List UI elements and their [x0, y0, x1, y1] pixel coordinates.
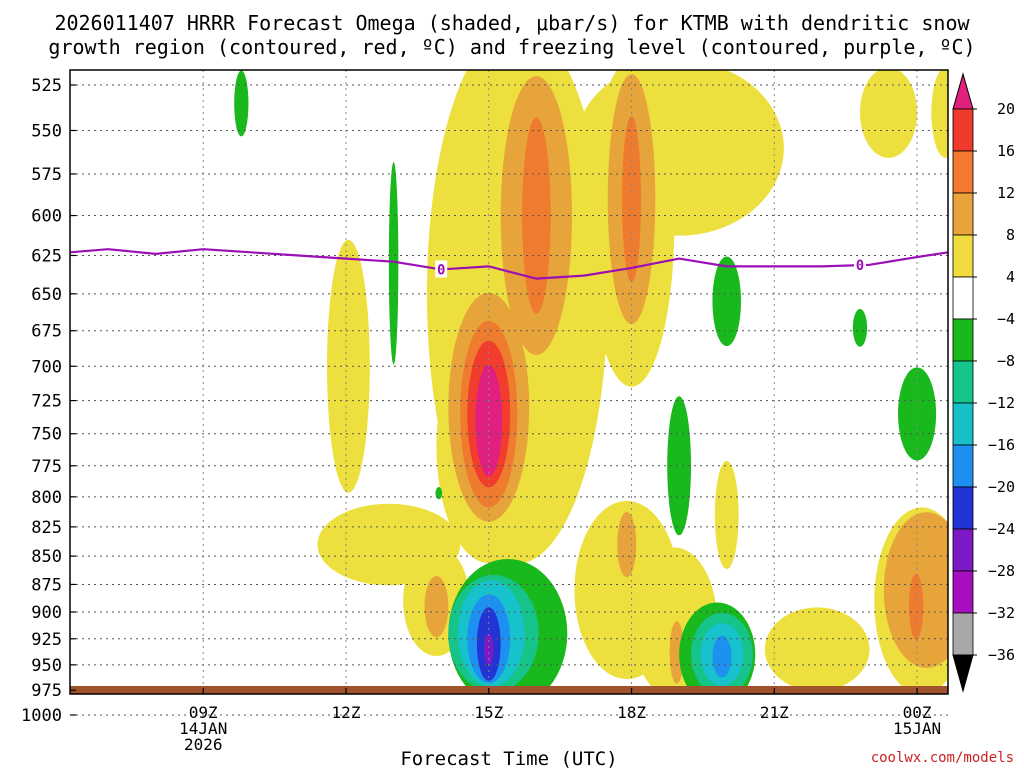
- colorbar-swatch: [952, 570, 974, 614]
- colorbar-tick-label: 8: [1006, 226, 1015, 244]
- colorbar-swatch: [952, 150, 974, 194]
- colorbar-swatch: [952, 234, 974, 278]
- y-tick-label: 625: [31, 246, 62, 266]
- y-tick-label: 700: [31, 357, 62, 377]
- omega-shading: [234, 70, 948, 694]
- x-tick-label: 14JAN: [179, 719, 227, 738]
- omega-contour-neg4-35: [435, 487, 443, 500]
- omega-contour-pos4-11: [859, 70, 918, 158]
- colorbar-swatch: [952, 360, 974, 404]
- colorbar-tick-label: −12: [988, 394, 1015, 412]
- x-axis-label: Forecast Time (UTC): [400, 748, 617, 768]
- colorbar-swatch: [952, 444, 974, 488]
- y-tick-label: 825: [31, 518, 62, 538]
- y-tick-label: 900: [31, 603, 62, 623]
- y-axis: 525 550 575 600 625 650 675 700 725 750 775 800 825 8…: [21, 76, 76, 726]
- omega-contour-pos4-3: [326, 239, 370, 493]
- x-tick-label: 15Z: [474, 703, 503, 722]
- omega-contour-pos4-12: [931, 70, 948, 158]
- omega-contour-pos4-2: [574, 70, 784, 236]
- colorbar-tick-label: −8: [997, 352, 1015, 370]
- chart-title-line2: growth region (contoured, red, ºC) and f…: [48, 35, 975, 59]
- colorbar-tick-label: −16: [988, 436, 1015, 454]
- omega-contour-pos8-18: [617, 511, 637, 578]
- y-tick-label: 1000: [21, 706, 62, 726]
- colorbar-tick-label: 16: [997, 142, 1015, 160]
- colorbar-tick-label: 20: [997, 100, 1015, 118]
- y-tick-label: 525: [31, 76, 62, 96]
- colorbar-tick-label: −36: [988, 646, 1015, 664]
- grid: [70, 70, 948, 716]
- x-tick-label: 12Z: [332, 703, 361, 722]
- y-tick-label: 850: [31, 547, 62, 567]
- colorbar-swatch: [952, 402, 974, 446]
- y-tick-label: 550: [31, 121, 62, 141]
- surface-terrain-strip: [70, 686, 948, 694]
- colorbar-bottom-arrow: [952, 654, 974, 693]
- colorbar-swatch: [952, 276, 974, 320]
- freezing-level-label-bg: [853, 256, 866, 274]
- colorbar-swatch: [952, 528, 974, 572]
- colorbar-swatch: [952, 108, 974, 152]
- omega-contour-neg16-41: [712, 635, 732, 678]
- x-tick-label: 09Z: [189, 703, 218, 722]
- colorbar-tick-label: −24: [988, 520, 1015, 538]
- x-tick-label: 18Z: [617, 703, 646, 722]
- x-tick-label: 15JAN: [893, 719, 941, 738]
- colorbar-swatch: [952, 318, 974, 362]
- freezing-level-line: [70, 248, 948, 280]
- colorbar-tick-label: −32: [988, 604, 1015, 622]
- plot-frame: [69, 69, 949, 695]
- omega-contour-pos4-13: [714, 460, 739, 570]
- colorbar-swatch: [952, 192, 974, 236]
- omega-contour-pos4-9: [764, 607, 870, 692]
- y-tick-label: 575: [31, 165, 62, 185]
- freezing-level-label-bg: [435, 260, 448, 278]
- y-tick-label: 675: [31, 322, 62, 342]
- x-tick-label: 2026: [184, 735, 223, 754]
- y-tick-label: 800: [31, 488, 62, 508]
- y-tick-label: 600: [31, 207, 62, 227]
- colorbar: 20 16 12 8 4 −4 −8 −12 −16 −20 −24 −28 −32 −36: [952, 72, 1015, 693]
- colorbar-tick-label: 12: [997, 184, 1015, 202]
- omega-contour-neg4-31: [712, 256, 741, 347]
- y-tick-label: 650: [31, 285, 62, 305]
- colorbar-tick-label: 4: [1006, 268, 1015, 286]
- y-tick-label: 775: [31, 457, 62, 477]
- omega-contour-pos20-26: [475, 365, 503, 477]
- omega-contour-neg24-43: [484, 633, 494, 665]
- y-tick-label: 925: [31, 630, 62, 650]
- omega-contour-pos8-17: [424, 575, 449, 638]
- freezing-level-label: 0: [856, 258, 864, 274]
- colorbar-top-arrow: [952, 72, 974, 110]
- y-tick-label: 975: [31, 681, 62, 701]
- colorbar-swatch: [952, 612, 974, 656]
- y-tick-label: 950: [31, 656, 62, 676]
- y-tick-label: 750: [31, 425, 62, 445]
- colorbar-swatch: [952, 486, 974, 530]
- omega-contour-neg4-30: [388, 162, 399, 365]
- x-tick-label: 00Z: [903, 703, 932, 722]
- x-tick-label: 21Z: [760, 703, 789, 722]
- freezing-level-label: 0: [437, 262, 445, 278]
- omega-contour-neg4-32: [234, 70, 249, 137]
- omega-contour-neg4-34: [852, 308, 868, 347]
- chart-title-line1: 2026011407 HRRR Forecast Omega (shaded, …: [54, 11, 970, 35]
- credit-text: coolwx.com/models: [871, 750, 1014, 766]
- colorbar-tick-label: −20: [988, 478, 1015, 496]
- omega-contour-pos12-24: [908, 573, 924, 640]
- omega-contour-pos12-21: [522, 117, 551, 314]
- y-tick-label: 875: [31, 575, 62, 595]
- colorbar-tick-label: −4: [997, 310, 1015, 328]
- omega-contour-pos12-22: [622, 116, 642, 283]
- y-tick-label: 725: [31, 392, 62, 412]
- omega-contour-neg4-29: [667, 396, 692, 536]
- colorbar-tick-label: −28: [988, 562, 1015, 580]
- omega-contour-pos8-19: [669, 621, 684, 684]
